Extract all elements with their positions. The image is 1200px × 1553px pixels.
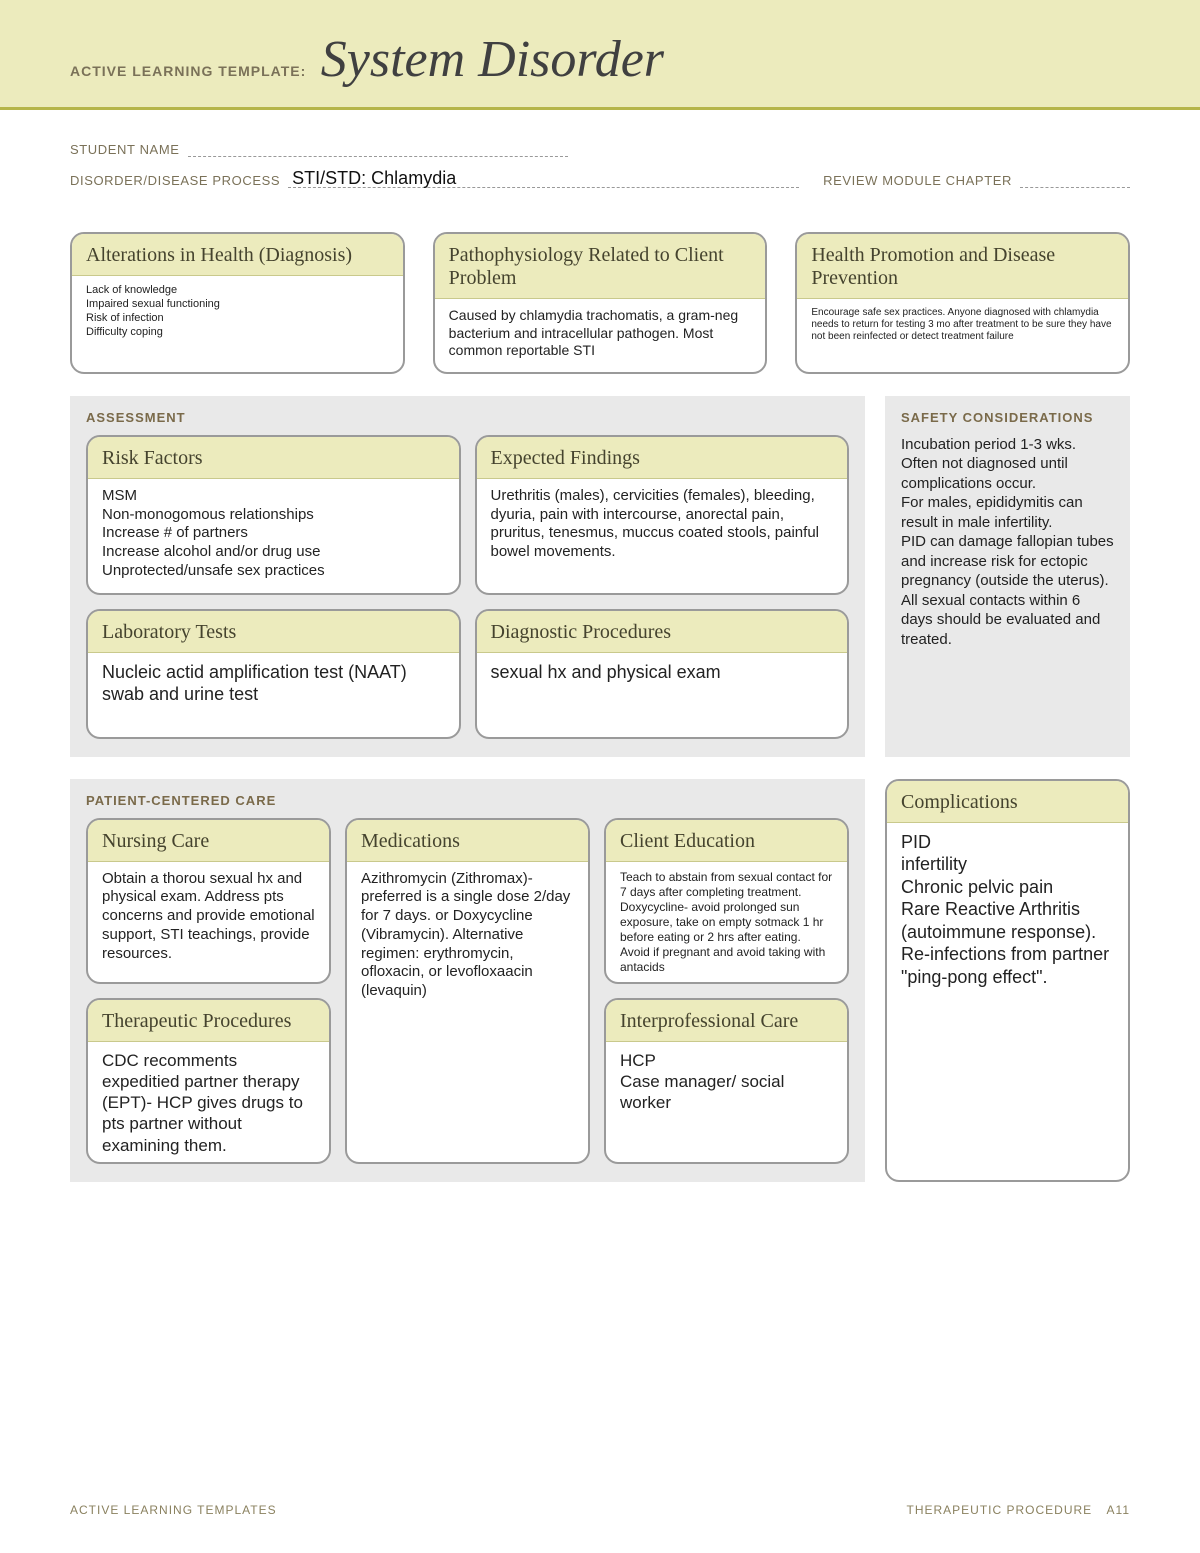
- footer: ACTIVE LEARNING TEMPLATES THERAPEUTIC PR…: [70, 1503, 1130, 1517]
- footer-page: A11: [1107, 1503, 1130, 1517]
- box-client-education-body: Teach to abstain from sexual contact for…: [606, 862, 847, 984]
- box-complications-body: PID infertility Chronic pelvic pain Rare…: [887, 823, 1128, 1001]
- box-laboratory-tests-body: Nucleic actid amplification test (NAAT) …: [88, 653, 459, 718]
- template-prefix: ACTIVE LEARNING TEMPLATE:: [70, 63, 306, 79]
- box-pathophysiology-head: Pathophysiology Related to Client Proble…: [435, 234, 766, 299]
- pcc-grid: Nursing Care Obtain a thorou sexual hx a…: [86, 818, 849, 1164]
- box-medications-body: Azithromycin (Zithromax)- preferred is a…: [347, 862, 588, 1013]
- safety-title: SAFETY CONSIDERATIONS: [901, 410, 1114, 425]
- process-seg: DISORDER/DISEASE PROCESS STI/STD: Chlamy…: [70, 169, 799, 188]
- box-risk-factors-head: Risk Factors: [88, 437, 459, 479]
- footer-right: THERAPEUTIC PROCEDURE A11: [907, 1503, 1131, 1517]
- header-band: ACTIVE LEARNING TEMPLATE: System Disorde…: [0, 0, 1200, 110]
- chapter-line[interactable]: [1020, 169, 1130, 188]
- box-alterations-body: Lack of knowledge Impaired sexual functi…: [72, 276, 403, 351]
- assessment-safety-wrap: ASSESSMENT Risk Factors MSM Non-monogomo…: [70, 396, 1130, 757]
- template-title: System Disorder: [321, 30, 664, 89]
- box-laboratory-tests: Laboratory Tests Nucleic actid amplifica…: [86, 609, 461, 739]
- box-therapeutic-procedures: Therapeutic Procedures CDC recomments ex…: [86, 998, 331, 1164]
- pcc-complications-wrap: PATIENT-CENTERED CARE Nursing Care Obtai…: [70, 779, 1130, 1182]
- pcc-col-2: Medications Azithromycin (Zithromax)- pr…: [345, 818, 590, 1164]
- box-health-promotion-head: Health Promotion and Disease Prevention: [797, 234, 1128, 299]
- box-health-promotion: Health Promotion and Disease Prevention …: [795, 232, 1130, 374]
- box-risk-factors-body: MSM Non-monogomous relationships Increas…: [88, 479, 459, 593]
- process-value: STI/STD: Chlamydia: [292, 168, 456, 189]
- box-pathophysiology: Pathophysiology Related to Client Proble…: [433, 232, 768, 374]
- box-complications-head: Complications: [887, 781, 1128, 823]
- box-therapeutic-procedures-head: Therapeutic Procedures: [88, 1000, 329, 1042]
- footer-left: ACTIVE LEARNING TEMPLATES: [70, 1503, 277, 1517]
- pcc-col-3: Client Education Teach to abstain from s…: [604, 818, 849, 1164]
- box-client-education: Client Education Teach to abstain from s…: [604, 818, 849, 984]
- box-alterations: Alterations in Health (Diagnosis) Lack o…: [70, 232, 405, 374]
- box-pathophysiology-body: Caused by chlamydia trachomatis, a gram-…: [435, 299, 766, 372]
- meta-row-student: STUDENT NAME: [70, 138, 1130, 157]
- assessment-section: ASSESSMENT Risk Factors MSM Non-monogomo…: [70, 396, 865, 757]
- process-label: DISORDER/DISEASE PROCESS: [70, 173, 280, 188]
- box-diagnostic-procedures-body: sexual hx and physical exam: [477, 653, 848, 696]
- pcc-section: PATIENT-CENTERED CARE Nursing Care Obtai…: [70, 779, 865, 1182]
- content: Alterations in Health (Diagnosis) Lack o…: [0, 210, 1200, 1181]
- meta-row-process: DISORDER/DISEASE PROCESS STI/STD: Chlamy…: [70, 169, 1130, 188]
- box-interprofessional-care: Interprofessional Care HCP Case manager/…: [604, 998, 849, 1164]
- box-risk-factors: Risk Factors MSM Non-monogomous relation…: [86, 435, 461, 595]
- box-interprofessional-care-body: HCP Case manager/ social worker: [606, 1042, 847, 1126]
- box-complications: Complications PID infertility Chronic pe…: [885, 779, 1130, 1182]
- box-client-education-head: Client Education: [606, 820, 847, 862]
- top-row: Alterations in Health (Diagnosis) Lack o…: [70, 232, 1130, 374]
- box-health-promotion-body: Encourage safe sex practices. Anyone dia…: [797, 299, 1128, 355]
- assessment-title: ASSESSMENT: [86, 410, 849, 425]
- box-diagnostic-procedures: Diagnostic Procedures sexual hx and phys…: [475, 609, 850, 739]
- box-laboratory-tests-head: Laboratory Tests: [88, 611, 459, 653]
- process-line[interactable]: STI/STD: Chlamydia: [288, 169, 799, 188]
- box-expected-findings-head: Expected Findings: [477, 437, 848, 479]
- student-name-line[interactable]: [188, 138, 568, 157]
- box-expected-findings: Expected Findings Urethritis (males), ce…: [475, 435, 850, 595]
- box-medications-head: Medications: [347, 820, 588, 862]
- box-diagnostic-procedures-head: Diagnostic Procedures: [477, 611, 848, 653]
- safety-body: Incubation period 1-3 wks. Often not dia…: [901, 429, 1114, 650]
- page: ACTIVE LEARNING TEMPLATE: System Disorde…: [0, 0, 1200, 1553]
- complications-wrap: Complications PID infertility Chronic pe…: [885, 779, 1130, 1182]
- box-therapeutic-procedures-body: CDC recomments expeditied partner therap…: [88, 1042, 329, 1164]
- box-nursing-care-head: Nursing Care: [88, 820, 329, 862]
- safety-section: SAFETY CONSIDERATIONS Incubation period …: [885, 396, 1130, 757]
- pcc-col-1: Nursing Care Obtain a thorou sexual hx a…: [86, 818, 331, 1164]
- box-interprofessional-care-head: Interprofessional Care: [606, 1000, 847, 1042]
- student-name-label: STUDENT NAME: [70, 142, 180, 157]
- assessment-grid: Risk Factors MSM Non-monogomous relation…: [86, 435, 849, 739]
- box-medications: Medications Azithromycin (Zithromax)- pr…: [345, 818, 590, 1164]
- box-nursing-care-body: Obtain a thorou sexual hx and physical e…: [88, 862, 329, 976]
- pcc-title: PATIENT-CENTERED CARE: [86, 793, 849, 808]
- box-nursing-care: Nursing Care Obtain a thorou sexual hx a…: [86, 818, 331, 984]
- box-expected-findings-body: Urethritis (males), cervicities (females…: [477, 479, 848, 574]
- meta-block: STUDENT NAME DISORDER/DISEASE PROCESS ST…: [0, 110, 1200, 210]
- footer-right-text: THERAPEUTIC PROCEDURE: [907, 1503, 1093, 1517]
- chapter-label: REVIEW MODULE CHAPTER: [823, 173, 1012, 188]
- chapter-seg: REVIEW MODULE CHAPTER: [823, 169, 1130, 188]
- box-alterations-head: Alterations in Health (Diagnosis): [72, 234, 403, 276]
